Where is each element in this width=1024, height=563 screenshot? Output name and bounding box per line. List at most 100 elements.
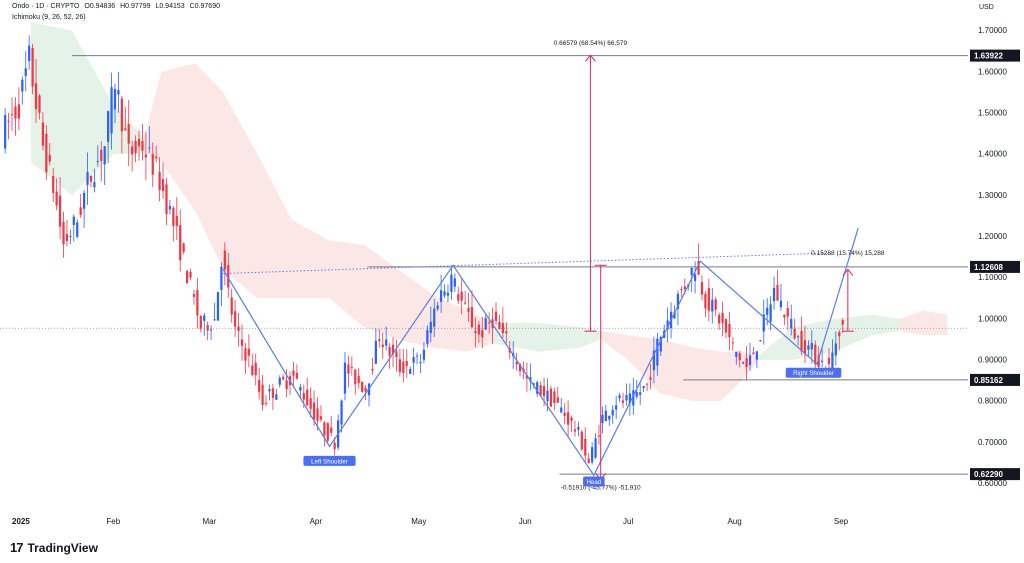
- y-tick-label: 1.70000: [978, 26, 1007, 35]
- candle-body: [673, 312, 676, 319]
- candle-body: [817, 355, 820, 367]
- candle-body: [240, 339, 244, 346]
- x-tick-label: 2025: [12, 517, 30, 526]
- candle-body: [244, 348, 247, 361]
- candle-body: [505, 331, 508, 334]
- annotation-label: Left Shoulder: [311, 458, 348, 465]
- candle-body: [264, 402, 268, 404]
- candle-body: [453, 278, 456, 287]
- annotation-label: Right Shoulder: [793, 370, 834, 377]
- candle-body: [704, 293, 707, 309]
- candle-body: [234, 311, 237, 327]
- measure-label: -0.51910 (-45.77%) -51,910: [561, 485, 641, 492]
- candle-body: [711, 299, 714, 312]
- candle-body: [7, 120, 10, 122]
- y-tick-label: 1.50000: [978, 108, 1007, 117]
- candle-body: [700, 282, 704, 295]
- candle-body: [680, 289, 683, 291]
- y-tick-label: 0.70000: [978, 438, 1007, 447]
- close-label: C: [189, 3, 195, 10]
- candle-body: [213, 319, 216, 321]
- candle-body: [542, 386, 546, 397]
- candle-body: [330, 427, 333, 433]
- candle-body: [306, 389, 309, 406]
- candle-body: [477, 324, 480, 335]
- ichimoku-cloud-segment: [600, 331, 759, 402]
- candle-body: [666, 320, 669, 330]
- price-level-badge: [970, 49, 1020, 62]
- tradingview-logo[interactable]: 17 TradingView: [10, 540, 98, 555]
- candle-body: [124, 128, 127, 130]
- candle-body: [14, 106, 17, 119]
- candle-body: [659, 337, 662, 352]
- candle-body: [796, 336, 800, 338]
- annotation-badge: [785, 367, 842, 378]
- candle-body: [175, 215, 178, 227]
- open-label: O: [84, 3, 90, 10]
- candle-body: [501, 323, 504, 334]
- candle-body: [103, 146, 106, 165]
- x-tick-label: Jun: [519, 517, 532, 526]
- candle-body: [742, 362, 745, 364]
- candle-body: [333, 442, 336, 450]
- candle-body: [17, 104, 20, 119]
- candle-body: [361, 382, 364, 392]
- candle-body: [340, 400, 343, 425]
- candle-body: [199, 316, 202, 329]
- candle-body: [724, 318, 728, 333]
- candle-body: [271, 388, 275, 398]
- candle-body: [803, 340, 807, 354]
- candle-body: [790, 318, 793, 329]
- annotation-label: Head: [586, 479, 601, 486]
- candle-body: [827, 357, 831, 365]
- ichimoku-cloud-segment: [144, 63, 495, 352]
- candle-body: [409, 369, 412, 374]
- low-label: L: [155, 3, 160, 10]
- y-tick-label: 1.40000: [978, 150, 1007, 159]
- candle-body: [460, 291, 463, 301]
- ichimoku-cloud-segment: [758, 314, 900, 360]
- candle-body: [357, 375, 360, 384]
- candle-body: [515, 362, 518, 365]
- candle-body: [120, 98, 123, 132]
- candle-body: [556, 397, 559, 403]
- candle-body: [343, 362, 347, 394]
- candle-body: [639, 392, 642, 395]
- candle-body: [635, 392, 638, 397]
- candle-body: [209, 329, 213, 331]
- candle-body: [731, 342, 734, 344]
- candle-body: [718, 314, 721, 324]
- candle-body: [230, 297, 233, 315]
- symbol-legend: Ondo · 1D · CRYPTO O0.94836 H0.97799 L0.…: [12, 3, 220, 10]
- indicator-legend: Ichimoku (9, 26, 52, 26): [12, 14, 86, 21]
- candle-body: [258, 379, 261, 392]
- candle-body: [498, 321, 501, 330]
- candle-body: [573, 429, 577, 432]
- candle-body: [381, 344, 384, 348]
- candle-body: [745, 358, 748, 368]
- candle-body: [62, 222, 65, 245]
- candle-body: [656, 338, 659, 366]
- candle-body: [110, 87, 113, 134]
- y-tick-label: 0.60000: [978, 479, 1007, 488]
- candle-body: [546, 390, 549, 402]
- candle-body: [172, 207, 175, 226]
- candle-body: [645, 383, 649, 385]
- candle-body: [137, 138, 141, 147]
- candle-body: [398, 359, 402, 373]
- candle-body: [364, 387, 367, 392]
- candle-body: [113, 89, 117, 110]
- x-tick-label: Jul: [623, 517, 633, 526]
- candle-body: [96, 161, 99, 163]
- candle-body: [295, 372, 299, 379]
- candle-body: [292, 370, 295, 376]
- candle-body: [553, 391, 556, 404]
- candle-body: [642, 386, 645, 389]
- candle-body: [24, 68, 27, 77]
- tradingview-logo-icon: 17: [10, 540, 24, 555]
- candle-body: [10, 114, 14, 116]
- price-level-label: 0.62290: [974, 470, 1003, 479]
- candle-body: [450, 274, 453, 292]
